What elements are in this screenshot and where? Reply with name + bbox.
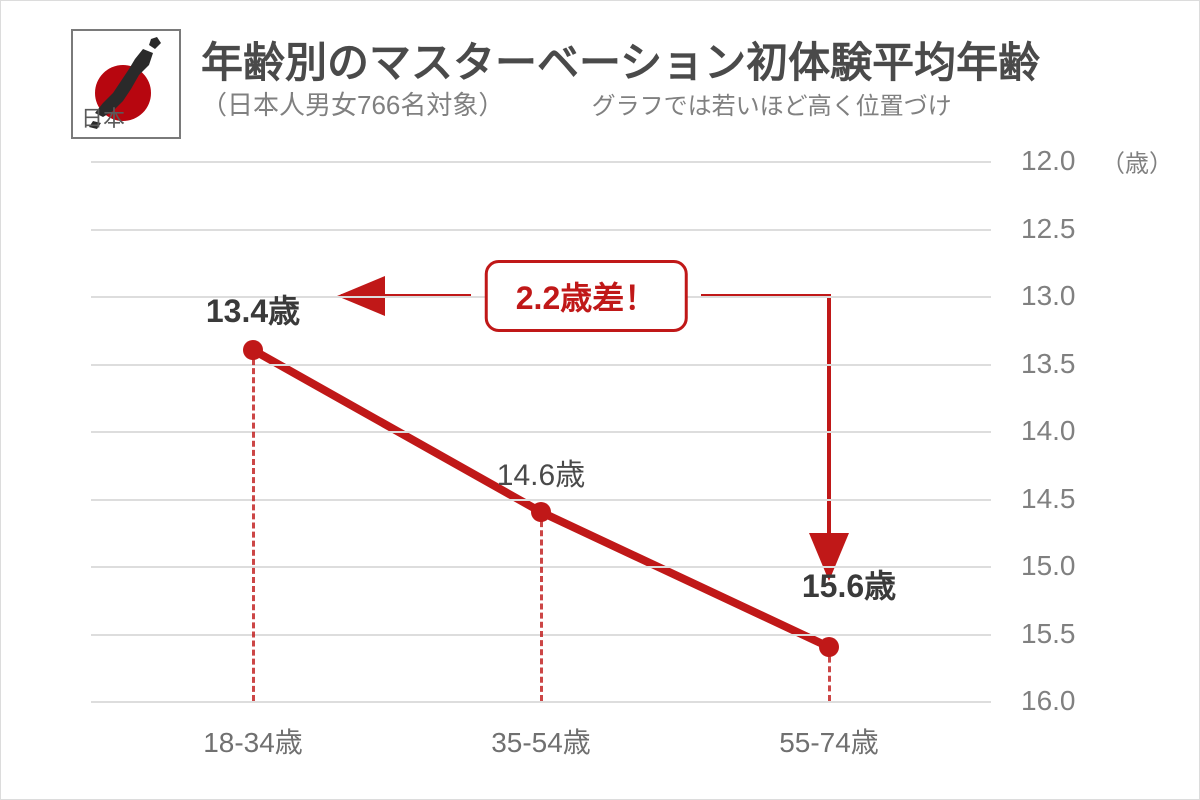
gridline [91, 229, 991, 231]
y-tick-label: 12.5 [1021, 213, 1076, 245]
gridline [91, 161, 991, 163]
gridline [91, 499, 991, 501]
difference-callout: 2.2歳差！ [485, 260, 688, 332]
country-badge-label: 日本 [81, 101, 125, 133]
y-tick-label: 13.5 [1021, 348, 1076, 380]
dropline [252, 350, 255, 701]
chart-title: 年齢別のマスターベーション初体験平均年齢 [201, 29, 1040, 90]
dropline [540, 512, 543, 701]
dropline [828, 647, 831, 701]
y-tick-label: 14.0 [1021, 415, 1076, 447]
data-point-label: 13.4歳 [206, 286, 300, 332]
subtitle-sample: （日本人男女766名対象） [201, 85, 504, 122]
gridline [91, 431, 991, 433]
gridline [91, 364, 991, 366]
chart-subtitle: （日本人男女766名対象） グラフでは若いほど高く位置づけ [201, 85, 952, 122]
chart-frame: 日本 年齢別のマスターベーション初体験平均年齢 （日本人男女766名対象） グラ… [0, 0, 1200, 800]
y-tick-label: 15.0 [1021, 550, 1076, 582]
y-tick-label: 13.0 [1021, 280, 1076, 312]
country-badge: 日本 [71, 29, 181, 139]
x-tick-label: 35-54歳 [491, 721, 591, 761]
y-axis-unit: （歳） [1101, 144, 1173, 179]
data-point-label: 14.6歳 [497, 450, 585, 494]
data-point-label: 15.6歳 [802, 561, 896, 607]
subtitle-note: グラフでは若いほど高く位置づけ [592, 86, 952, 121]
plot-area: 12.0（歳）12.513.013.514.014.515.015.516.01… [91, 161, 991, 701]
y-tick-label: 16.0 [1021, 685, 1076, 717]
y-tick-label: 14.5 [1021, 483, 1076, 515]
x-tick-label: 55-74歳 [779, 721, 879, 761]
gridline [91, 701, 991, 703]
y-tick-label: 12.0 [1021, 145, 1076, 177]
y-tick-label: 15.5 [1021, 618, 1076, 650]
x-tick-label: 18-34歳 [203, 721, 303, 761]
